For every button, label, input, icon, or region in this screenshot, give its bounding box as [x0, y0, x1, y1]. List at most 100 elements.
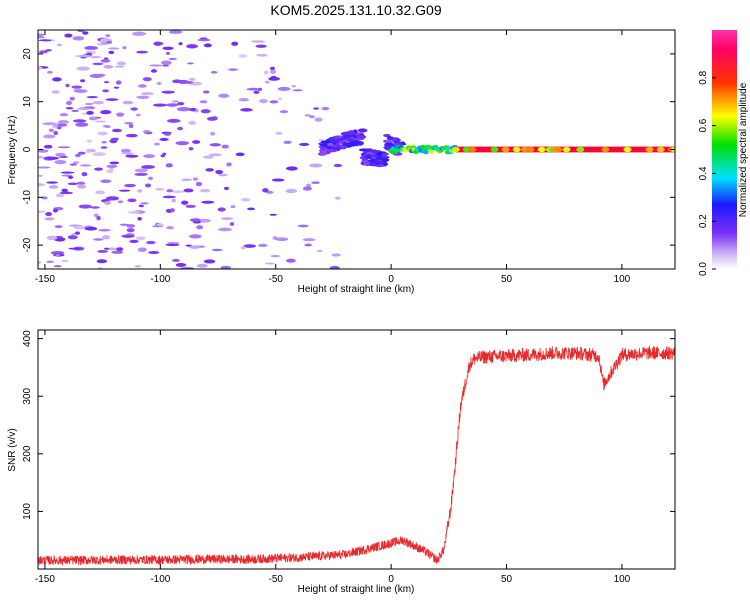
- heatmap-cell: [86, 139, 93, 143]
- heatmap-cell: [468, 146, 477, 153]
- snr-panel: -150 -100 -50 0 50 100 100 200 300 400 Height of…: [7, 329, 676, 595]
- heatmap-cell: [88, 116, 98, 121]
- heatmap-cell: [38, 183, 46, 187]
- y-tick-label: -10: [22, 190, 33, 205]
- colorbar-ticks: 0.0 0.2 0.4 0.6 0.8: [698, 70, 716, 276]
- heatmap-cell: [66, 100, 73, 106]
- heatmap-cell: [302, 186, 312, 191]
- heatmap-cell: [275, 237, 289, 242]
- heatmap-cell: [162, 46, 174, 50]
- heatmap-cell: [240, 245, 247, 250]
- x-tick-label: 50: [501, 274, 513, 285]
- heatmap-cell: [167, 118, 181, 123]
- heatmap-cell: [562, 146, 571, 153]
- heatmap-cell: [171, 190, 185, 194]
- heatmap-cell: [176, 102, 185, 106]
- heatmap-cell: [38, 210, 46, 213]
- heatmap-cell: [46, 235, 58, 241]
- heatmap-cell: [132, 31, 147, 36]
- heatmap-cell: [165, 163, 173, 168]
- heatmap-cell: [125, 154, 139, 158]
- heatmap-cell: [114, 65, 125, 68]
- heatmap-cell: [166, 226, 174, 230]
- heatmap-cell: [79, 164, 92, 167]
- heatmap-cell: [72, 36, 85, 41]
- chart-title: KOM5.2025.131.10.32.G09: [270, 2, 441, 18]
- bottom-plot-frame: [37, 329, 676, 570]
- heatmap-cell: [178, 42, 183, 46]
- heatmap-cell: [205, 168, 214, 172]
- heatmap-cell: [451, 146, 460, 153]
- y-tick-label: 300: [22, 387, 33, 404]
- heatmap-cell: [146, 240, 156, 245]
- heatmap-cell: [104, 125, 112, 129]
- heatmap-cell: [257, 243, 268, 248]
- heatmap-cell: [55, 193, 65, 198]
- heatmap-cell: [108, 50, 115, 55]
- bottom-y-axis-label: SNR (v/v): [7, 428, 18, 471]
- colorbar: 0.0 0.2 0.4 0.6 0.8 Normalized spectral ampl…: [698, 30, 749, 276]
- heatmap-cell: [153, 41, 163, 46]
- heatmap-cell: [144, 183, 152, 188]
- heatmap-cell: [38, 33, 45, 37]
- heatmap-cell: [197, 38, 211, 42]
- heatmap-cell: [100, 59, 111, 63]
- heatmap-cell: [116, 112, 125, 117]
- heatmap-cell: [124, 121, 134, 125]
- heatmap-cell: [78, 204, 92, 209]
- bottom-x-axis: -150 -100 -50 0 50 100: [35, 330, 631, 585]
- heatmap-cell: [203, 43, 212, 48]
- heatmap-cell: [314, 117, 323, 122]
- colorbar-label: Normalized spectral amplitude: [738, 82, 749, 217]
- heatmap-cell: [51, 90, 60, 94]
- heatmap-cell: [54, 225, 63, 229]
- heatmap-cell: [154, 142, 160, 146]
- heatmap-cell: [340, 132, 349, 135]
- heatmap-cell: [220, 217, 234, 220]
- heatmap-cell: [122, 46, 127, 50]
- heatmap-cell: [38, 36, 46, 39]
- heatmap-cell: [105, 98, 119, 101]
- colorbar-tick-label: 0.0: [698, 262, 709, 276]
- heatmap-cell: [74, 231, 81, 235]
- colorbar-tick-label: 0.6: [698, 118, 709, 132]
- heatmap-cell: [75, 122, 89, 127]
- colorbar-tick-label: 0.2: [698, 214, 709, 228]
- heatmap-cell: [52, 122, 59, 126]
- heatmap-cell: [55, 254, 60, 257]
- heatmap-cell: [126, 228, 135, 233]
- heatmap-cell: [195, 181, 203, 187]
- heatmap-cell: [168, 57, 178, 61]
- heatmap-cell: [166, 189, 174, 193]
- heatmap-cell: [302, 238, 316, 242]
- x-tick-label: 0: [388, 274, 394, 285]
- heatmap-cell: [76, 181, 86, 185]
- heatmap-cell: [278, 97, 283, 100]
- heatmap-cell: [262, 188, 269, 193]
- heatmap-cell: [370, 163, 378, 167]
- heatmap-cell: [318, 138, 324, 142]
- heatmap-cell: [46, 181, 59, 184]
- heatmap-cell: [246, 87, 260, 91]
- heatmap-cell: [116, 247, 124, 252]
- heatmap-cell: [129, 239, 139, 244]
- heatmap-cell: [100, 179, 112, 183]
- heatmap-cell: [283, 140, 292, 145]
- heatmap-cell: [101, 141, 107, 144]
- heatmap-cell: [335, 142, 340, 146]
- heatmap-cell: [490, 146, 499, 153]
- heatmap-cell: [57, 146, 71, 149]
- heatmap-cell: [211, 248, 223, 252]
- heatmap-cell: [149, 64, 163, 67]
- heatmap-cell: [390, 137, 399, 141]
- heatmap-cell: [134, 265, 142, 268]
- heatmap-cell: [384, 142, 394, 147]
- snr-series-line: [38, 345, 675, 566]
- heatmap-cell: [138, 84, 147, 88]
- heatmap-cell: [285, 188, 298, 194]
- heatmap-cell: [238, 54, 248, 58]
- heatmap-cell: [277, 86, 291, 91]
- heatmap-cell: [42, 122, 56, 126]
- heatmap-cell: [101, 235, 111, 240]
- heatmap-cell: [115, 80, 122, 85]
